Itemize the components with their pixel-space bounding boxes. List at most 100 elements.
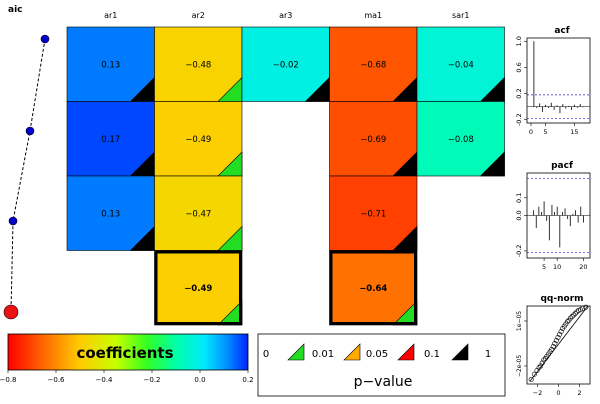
heatmap-cell: −0.47 <box>154 175 243 251</box>
pvalue-legend-title: p−value <box>354 374 413 390</box>
heatmap-cell: −0.64 <box>329 250 418 326</box>
pvalue-legend: 0 0.01 0.05 0.1 1 p−value <box>257 333 506 397</box>
colorbar-tick-label: −0.8 <box>0 376 17 384</box>
qq-norm-panel: qq-norm −2 0 2 1e−05 −2e-05 <box>516 294 591 397</box>
heatmap-cell: −0.69 <box>329 101 418 177</box>
cell-fill <box>416 26 505 102</box>
aic-best-point <box>3 304 19 320</box>
heatmap-cell: 0.13 <box>66 26 155 102</box>
qq-point <box>552 340 558 346</box>
qq-point <box>557 331 563 337</box>
pvalue-swatch <box>397 343 415 361</box>
qq-ytick-label: 1e−05 <box>516 311 523 331</box>
qq-point <box>575 307 581 313</box>
pvalue-legend-items: 0 0.01 0.05 0.1 1 <box>263 343 491 361</box>
column-label-ar2: ar2 <box>192 11 205 20</box>
heatmap-cell: −0.49 <box>154 250 243 326</box>
pvalue-tick-label: 0.05 <box>366 349 388 360</box>
qq-title: qq-norm <box>540 294 583 304</box>
acf-ytick-label: -0.2 <box>515 113 523 126</box>
aic-point <box>8 216 18 226</box>
cell-value: −0.68 <box>360 60 386 70</box>
heatmap-cell: −0.71 <box>329 175 418 251</box>
colorbar-label: coefficients <box>76 344 173 362</box>
cell-value: −0.49 <box>185 135 211 145</box>
pacf-xtick-label: 10 <box>553 263 561 271</box>
aic-panel: aic <box>3 5 50 320</box>
pvalue-swatch <box>451 343 469 361</box>
cell-fill <box>241 26 330 102</box>
heatmap-cell: −0.04 <box>416 26 505 102</box>
qq-point <box>564 319 570 325</box>
qq-point <box>549 346 555 352</box>
pacf-xtick-label: 5 <box>542 263 546 271</box>
pvalue-legend-frame <box>257 333 506 397</box>
pvalue-swatch <box>287 343 305 361</box>
pacf-title: pacf <box>551 161 573 171</box>
cell-fill <box>154 101 243 177</box>
aic-line <box>10 38 46 313</box>
qq-point <box>571 312 577 318</box>
aic-point <box>40 34 50 44</box>
cell-fill <box>329 101 418 177</box>
acf-panel: acf 1.0 0.6 0.2 -0.2 0 5 15 <box>515 26 591 136</box>
pvalue-tick-label: 0.1 <box>424 349 440 360</box>
column-label-ar1: ar1 <box>104 11 117 20</box>
cell-fill <box>329 26 418 102</box>
cell-value: −0.04 <box>448 60 474 70</box>
acf-ytick-label: 1.0 <box>515 36 523 46</box>
pvalue-tick-label: 0 <box>263 349 269 360</box>
pvalue-tick-label: 1 <box>485 349 491 360</box>
qq-point <box>583 304 589 310</box>
heatmap-cell: −0.02 <box>241 26 330 102</box>
qq-reference-line <box>529 305 589 382</box>
colorbar-tick-label: −0.6 <box>48 376 66 384</box>
qq-xtick-label: 0 <box>556 389 560 397</box>
pvalue-tick-label: 0.01 <box>312 349 334 360</box>
column-label-ar3: ar3 <box>279 11 292 20</box>
qq-point <box>572 310 578 316</box>
pacf-panel: pacf 0.1 0.0 -0.2 5 10 20 <box>515 161 591 271</box>
heatmap-cell: −0.08 <box>416 101 505 177</box>
aic-point <box>25 126 35 136</box>
cell-value: −0.71 <box>360 209 386 219</box>
heatmap-cell: 0.17 <box>66 101 155 177</box>
cell-fill <box>154 175 243 251</box>
acf-xtick-label: 5 <box>543 128 547 136</box>
cell-value: 0.13 <box>101 209 120 219</box>
cell-value: −0.47 <box>185 209 211 219</box>
colorbar-ticks: −0.8 −0.6 −0.4 −0.2 0.0 0.2 <box>0 370 254 384</box>
cell-fill <box>329 175 418 251</box>
cell-fill <box>416 101 505 177</box>
pvalue-swatch <box>343 343 361 361</box>
qq-point <box>574 309 580 315</box>
qq-point <box>580 305 586 311</box>
qq-point <box>536 364 542 370</box>
pvalue-marker <box>479 151 505 177</box>
cell-value: −0.48 <box>185 60 211 70</box>
cell-value: −0.08 <box>448 135 474 145</box>
qq-point <box>550 343 556 349</box>
cell-value: −0.64 <box>359 284 387 294</box>
cell-value: 0.17 <box>101 135 120 145</box>
heatmap-cell: −0.48 <box>154 26 243 102</box>
aic-path <box>3 34 50 320</box>
colorbar-tick-label: 0.2 <box>242 376 253 384</box>
qq-point <box>568 315 574 321</box>
acf-frame <box>526 37 591 124</box>
qq-point <box>558 328 564 334</box>
qq-point <box>531 371 537 377</box>
qq-points: −2 0 2 1e−05 −2e-05 <box>516 304 589 397</box>
acf-bars: 1.0 0.6 0.2 -0.2 0 5 15 <box>515 36 590 136</box>
heatmap-cells: 0.13 −0.48 −0.02 −0.68 −0.04 0.17 −0.49 −0.69 −0… <box>66 26 505 326</box>
qq-ytick-label: −2e-05 <box>516 355 523 378</box>
qq-xtick-label: 2 <box>577 389 581 397</box>
colorbar-tick-label: −0.4 <box>96 376 114 384</box>
acf-title: acf <box>554 26 569 36</box>
colorbar-tick-label: −0.2 <box>144 376 161 384</box>
cell-value: −0.69 <box>360 135 386 145</box>
pacf-ytick-label: 0.1 <box>515 193 523 203</box>
heatmap-cell: −0.49 <box>154 101 243 177</box>
qq-point <box>569 313 575 319</box>
